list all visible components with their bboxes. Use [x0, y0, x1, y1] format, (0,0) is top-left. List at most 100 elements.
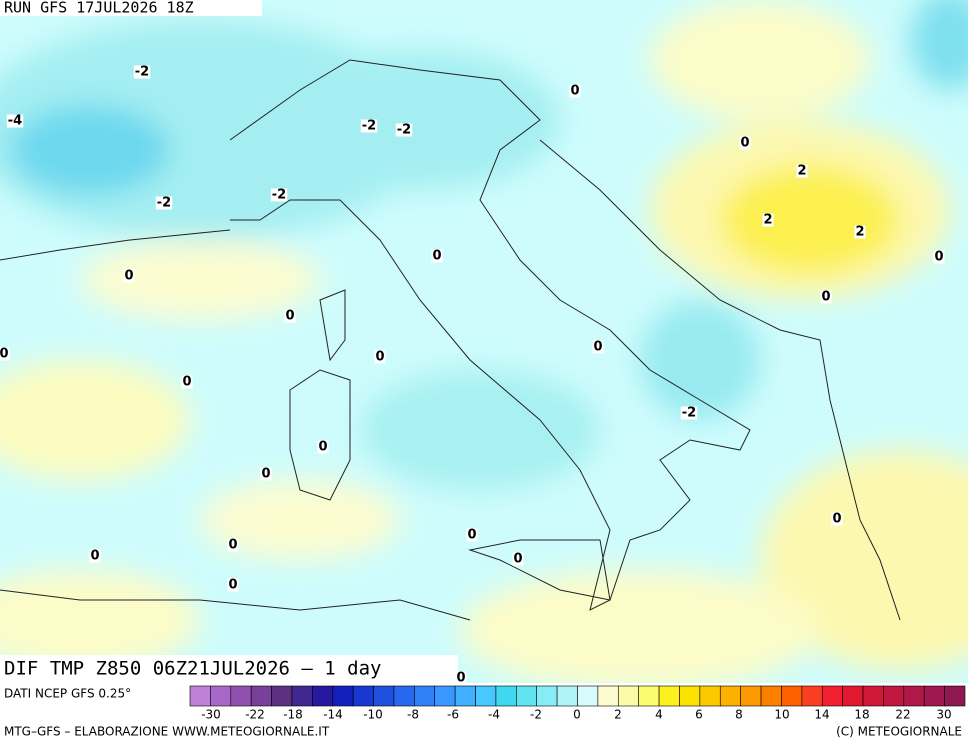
contour-label: 0 [740, 136, 749, 151]
colorbar-label: 30 [936, 708, 951, 722]
contour-label-bg [6, 114, 24, 128]
colorbar-swatch [189, 685, 211, 707]
colorbar-swatch [352, 685, 374, 707]
contour-label-bg [466, 528, 478, 542]
contour-label: -2 [362, 119, 376, 134]
contour-label-bg [155, 196, 173, 210]
colorbar-label: -18 [283, 708, 303, 722]
colorbar-swatch [414, 685, 436, 707]
contour-label-bg [762, 213, 774, 227]
colorbar-label: 0 [573, 708, 581, 722]
colorbar-swatch [923, 685, 945, 707]
contour-label: 0 [228, 538, 237, 553]
coastline [229, 59, 751, 611]
coastline [468, 539, 611, 601]
contour-labels: -2 -4 -2 -2 0 0 2 -2 -2 2 2 0 0 0 0 0 0 0 0 0 -2 0 0 0 0 0 0 0 0 0 [0, 65, 945, 686]
colorbar-swatch [842, 685, 864, 707]
colorbar-swatch [862, 685, 884, 707]
contour-label-bg [592, 340, 604, 354]
contour-label: 0 [182, 375, 191, 390]
colorbar-label: -30 [201, 708, 221, 722]
contour-label: 0 [467, 528, 476, 543]
contour-label: 0 [228, 578, 237, 593]
contour-label-bg [831, 512, 843, 526]
colorbar-swatch [393, 685, 415, 707]
contour-label: 0 [285, 309, 294, 324]
colorbar: -30 -22 -18 -14 -10 -8 -6 -4 -2 0 2 4 6 8 10 14 18 22 30 [189, 685, 966, 722]
contour-label-bg [0, 347, 10, 361]
colorbar-swatch [434, 685, 456, 707]
contour-label-bg [431, 249, 443, 263]
contour-label-bg [933, 250, 945, 264]
contour-label: 0 [318, 440, 327, 455]
contour-label-bg [227, 578, 239, 592]
map-field [0, 0, 968, 683]
contour-label: 0 [456, 671, 465, 686]
contour-label: -2 [135, 65, 149, 80]
contour-label: 0 [832, 512, 841, 527]
colorbar-label: 2 [614, 708, 622, 722]
contour-label-bg [820, 290, 832, 304]
contour-label-bg [512, 552, 524, 566]
contour-label-bg [270, 188, 288, 202]
colorbar-swatch [903, 685, 925, 707]
contour-label: 0 [513, 552, 522, 567]
colorbar-swatch [617, 685, 639, 707]
contour-label-bg [181, 375, 193, 389]
contour-label: 0 [261, 467, 270, 482]
colorbar-label: 10 [774, 708, 789, 722]
colorbar-label: 8 [735, 708, 743, 722]
coastline [0, 229, 471, 621]
colorbar-swatch [332, 685, 354, 707]
contour-label: 0 [90, 549, 99, 564]
contour-label-bg [854, 225, 866, 239]
colorbar-label: -8 [407, 708, 419, 722]
colorbar-label: 6 [695, 708, 703, 722]
colorbar-swatch [944, 685, 966, 707]
colorbar-swatch [312, 685, 334, 707]
data-source: DATI NCEP GFS 0.25° [4, 687, 131, 701]
contour-label-bg [260, 467, 272, 481]
coastline [539, 139, 901, 621]
colorbar-swatch [781, 685, 803, 707]
colorbar-swatch [495, 685, 517, 707]
colorbar-swatch [821, 685, 843, 707]
colorbar-swatch [516, 685, 538, 707]
colorbar-swatch [658, 685, 680, 707]
colorbar-swatch [210, 685, 232, 707]
colorbar-swatch [230, 685, 252, 707]
contour-label-bg [680, 406, 698, 420]
contour-label: 0 [0, 347, 9, 362]
colorbar-swatch [699, 685, 721, 707]
colorbar-swatch [883, 685, 905, 707]
colorbar-swatch [638, 685, 660, 707]
contour-label: -2 [397, 123, 411, 138]
map-title: DIF TMP Z850 06Z21JUL2026 – 1 day [4, 658, 382, 680]
colorbar-label: 22 [895, 708, 910, 722]
contour-label-bg [569, 84, 581, 98]
contour-label: 0 [593, 340, 602, 355]
contour-label: 0 [570, 84, 579, 99]
contour-label-bg [123, 269, 135, 283]
colorbar-swatch [801, 685, 823, 707]
colorbar-swatch [475, 685, 497, 707]
colorbar-swatch [271, 685, 293, 707]
title-box [0, 655, 458, 683]
colorbar-label: 18 [854, 708, 869, 722]
contour-label: 2 [763, 213, 772, 228]
colorbar-swatch [454, 685, 476, 707]
colorbar-swatch [556, 685, 578, 707]
contour-label-bg [395, 123, 413, 137]
coastline [319, 289, 346, 362]
colorbar-swatch [291, 685, 313, 707]
contour-label-bg [739, 136, 751, 150]
contour-label-bg [374, 350, 386, 364]
contour-label: -2 [272, 188, 286, 203]
colorbar-label: -22 [245, 708, 265, 722]
contour-label: 2 [797, 164, 806, 179]
colorbar-label: -10 [363, 708, 383, 722]
contour-label: -2 [157, 196, 171, 211]
colorbar-swatch [536, 685, 558, 707]
colorbar-label: -14 [323, 708, 343, 722]
